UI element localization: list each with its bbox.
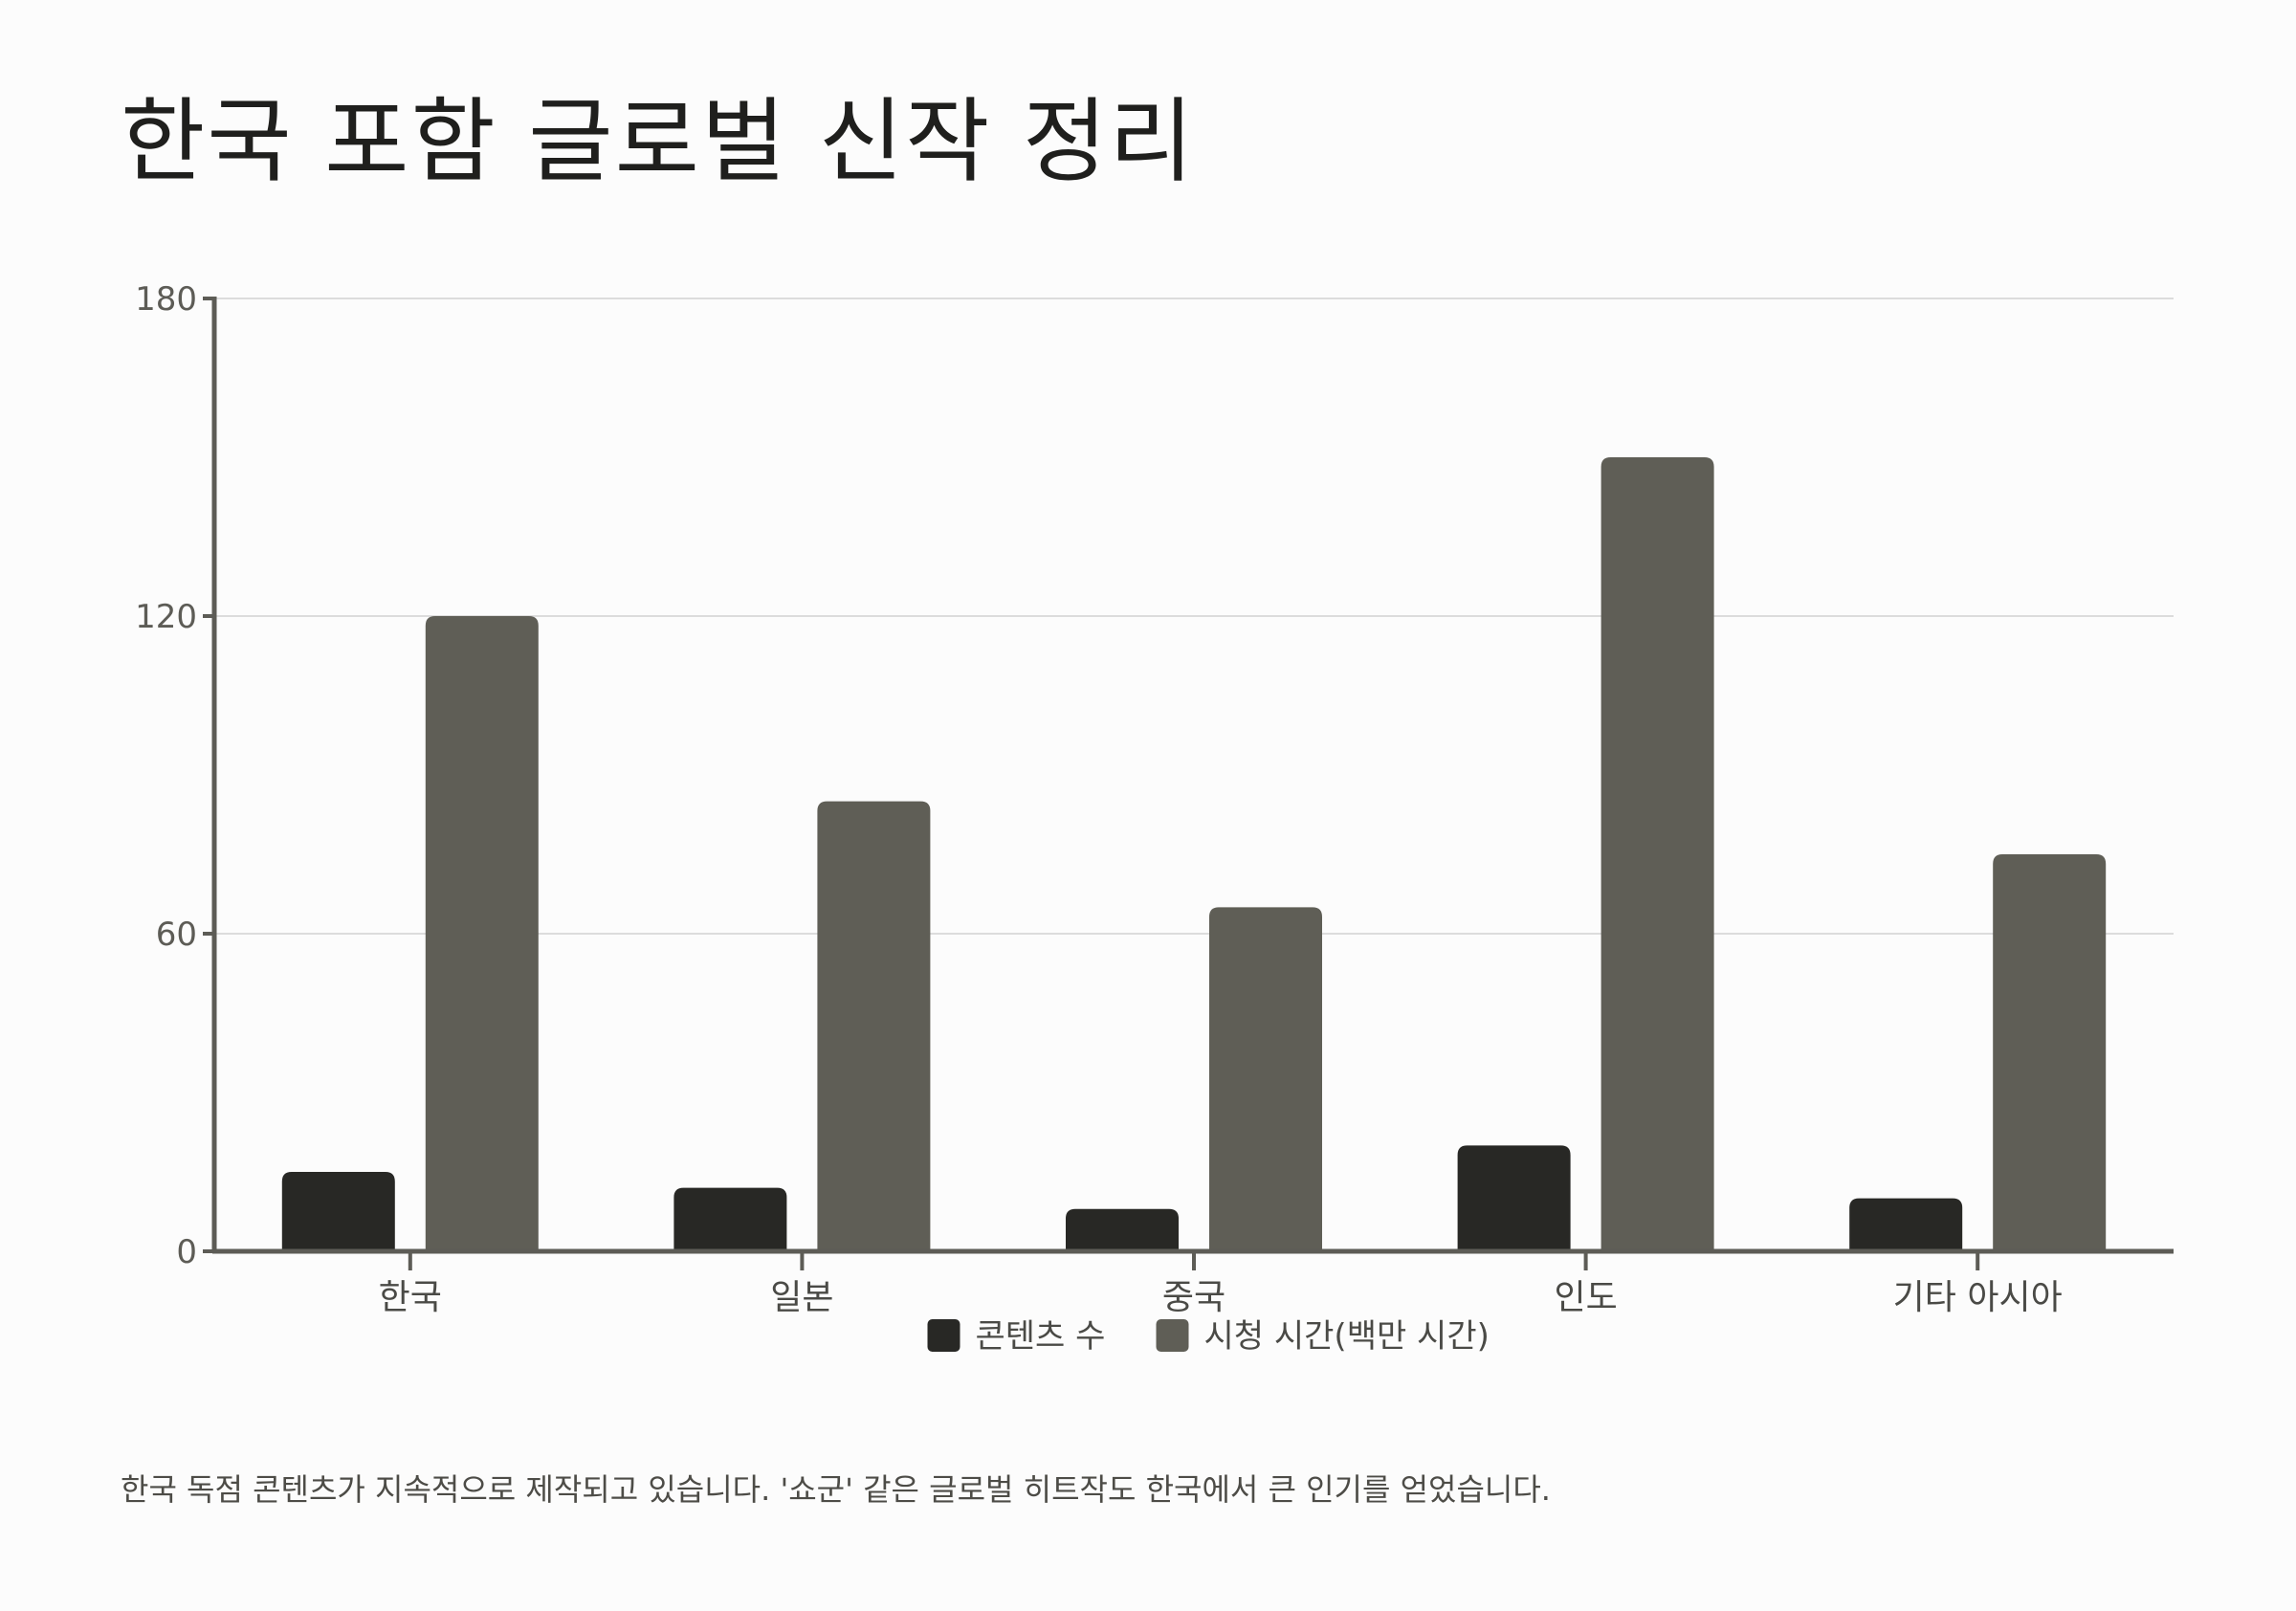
bar-chart: 0 60 120 180 한국 일본 중국 인도 기타 아시아 콘텐츠 수 시청 시간(백만 시간… — [135, 280, 2174, 1356]
bar-3-series-0 — [1457, 1145, 1571, 1251]
y-tick-label: 180 — [135, 280, 197, 319]
bar-4-series-1 — [1993, 854, 2107, 1251]
x-tick-label: 일본 — [770, 1278, 833, 1317]
tick-labels: 0 60 120 180 한국 일본 중국 인도 기타 아시아 — [135, 280, 2063, 1317]
y-tick-label: 60 — [156, 916, 197, 954]
legend-label-1: 시청 시간(백만 시간) — [1204, 1317, 1490, 1356]
axes — [203, 297, 2174, 1270]
bar-4-series-0 — [1849, 1198, 1963, 1251]
bar-2-series-0 — [1066, 1208, 1179, 1251]
bars — [281, 457, 2107, 1251]
y-tick-label: 120 — [135, 598, 197, 636]
bar-0-series-1 — [425, 616, 539, 1251]
bar-0-series-0 — [281, 1172, 395, 1251]
legend-swatch-0 — [927, 1319, 960, 1352]
x-tick-label: 중국 — [1162, 1278, 1225, 1317]
x-tick-label: 인도 — [1554, 1278, 1617, 1317]
bar-1-series-1 — [817, 801, 931, 1251]
x-tick-label: 기타 아시아 — [1893, 1278, 2063, 1317]
bar-2-series-1 — [1209, 907, 1322, 1251]
x-tick-label: 한국 — [379, 1278, 442, 1317]
legend-label-0: 콘텐츠 수 — [976, 1317, 1106, 1356]
bar-1-series-0 — [673, 1187, 787, 1251]
footnote: 한국 독점 콘텐츠가 지속적으로 제작되고 있습니다. '쇼군' 같은 글로벌 … — [121, 1471, 1551, 1508]
y-tick-label: 0 — [176, 1233, 197, 1271]
grid-lines — [214, 298, 2174, 935]
bar-3-series-1 — [1601, 457, 1714, 1251]
page-title: 한국 포함 글로벌 신작 정리 — [121, 88, 1196, 195]
legend-swatch-1 — [1156, 1319, 1189, 1352]
legend: 콘텐츠 수 시청 시간(백만 시간) — [927, 1317, 1490, 1356]
